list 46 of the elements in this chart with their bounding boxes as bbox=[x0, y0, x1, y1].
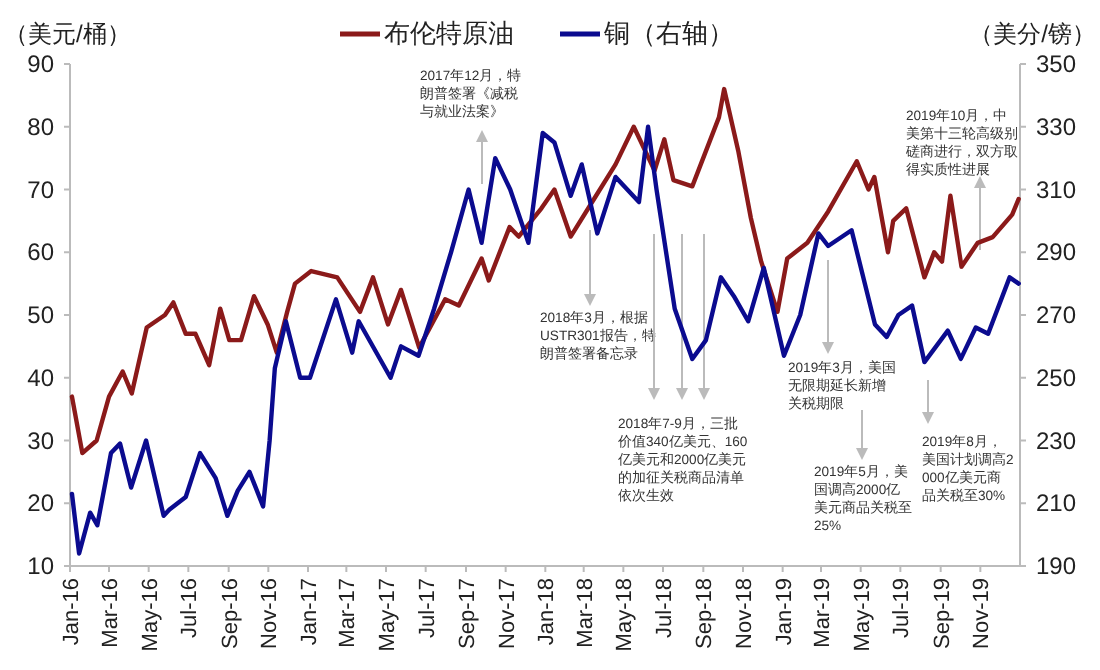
y-tick-label: 90 bbox=[27, 50, 55, 78]
y-tick-label: 80 bbox=[27, 112, 55, 141]
x-tick-label: Sep-16 bbox=[218, 578, 243, 649]
y2-tick-label: 350 bbox=[1036, 50, 1077, 78]
x-tick-label: Jan-19 bbox=[772, 578, 797, 646]
x-tick-label: May-19 bbox=[850, 578, 875, 652]
x-tick-label: Jan-18 bbox=[535, 578, 560, 646]
x-tick-label: Nov-17 bbox=[495, 578, 520, 649]
y-axis-title: （美元/桶） bbox=[4, 20, 131, 48]
y-tick-label: 60 bbox=[27, 238, 55, 267]
x-tick-label: Nov-18 bbox=[733, 578, 757, 649]
x-tick-label: Jan-16 bbox=[60, 578, 84, 646]
x-tick-label: Mar-18 bbox=[573, 578, 598, 648]
y2-tick-label: 210 bbox=[1036, 489, 1077, 518]
y-tick-label: 10 bbox=[27, 552, 55, 580]
x-tick-label: Mar-16 bbox=[99, 578, 124, 648]
y-tick-label: 20 bbox=[27, 489, 55, 518]
y2-axis-title: （美分/镑） bbox=[969, 20, 1096, 48]
x-tick-label: Jul-19 bbox=[890, 578, 915, 638]
x-tick-label: Jul-18 bbox=[653, 578, 678, 638]
x-tick-label: May-16 bbox=[138, 578, 163, 652]
y-tick-label: 30 bbox=[27, 426, 55, 455]
x-tick-label: Sep-17 bbox=[456, 578, 480, 649]
legend-label: 铜（右轴） bbox=[602, 18, 734, 48]
x-tick-label: Mar-19 bbox=[811, 578, 836, 648]
x-tick-label: Nov-19 bbox=[970, 578, 995, 649]
y2-tick-label: 230 bbox=[1036, 426, 1077, 455]
x-tick-label: Jul-17 bbox=[415, 578, 440, 638]
y-tick-label: 70 bbox=[27, 175, 55, 204]
x-tick-label: Nov-16 bbox=[258, 578, 283, 649]
x-tick-label: Jul-16 bbox=[178, 578, 203, 638]
x-tick-label: Sep-18 bbox=[693, 578, 718, 649]
x-tick-label: May-17 bbox=[376, 578, 401, 652]
x-tick-label: Mar-17 bbox=[336, 578, 361, 648]
x-tick-label: Sep-19 bbox=[930, 578, 955, 649]
y2-tick-label: 270 bbox=[1036, 301, 1077, 329]
y2-tick-label: 250 bbox=[1036, 363, 1077, 392]
y2-tick-label: 190 bbox=[1036, 552, 1077, 580]
x-tick-label: Jan-17 bbox=[297, 578, 322, 646]
y2-tick-label: 290 bbox=[1036, 238, 1077, 267]
x-tick-label: May-18 bbox=[613, 578, 638, 652]
y-tick-label: 50 bbox=[27, 301, 55, 329]
y2-tick-label: 310 bbox=[1036, 175, 1077, 204]
legend-label: 布伦特原油 bbox=[384, 18, 514, 48]
y-tick-label: 40 bbox=[27, 363, 55, 392]
y2-tick-label: 330 bbox=[1036, 112, 1077, 141]
